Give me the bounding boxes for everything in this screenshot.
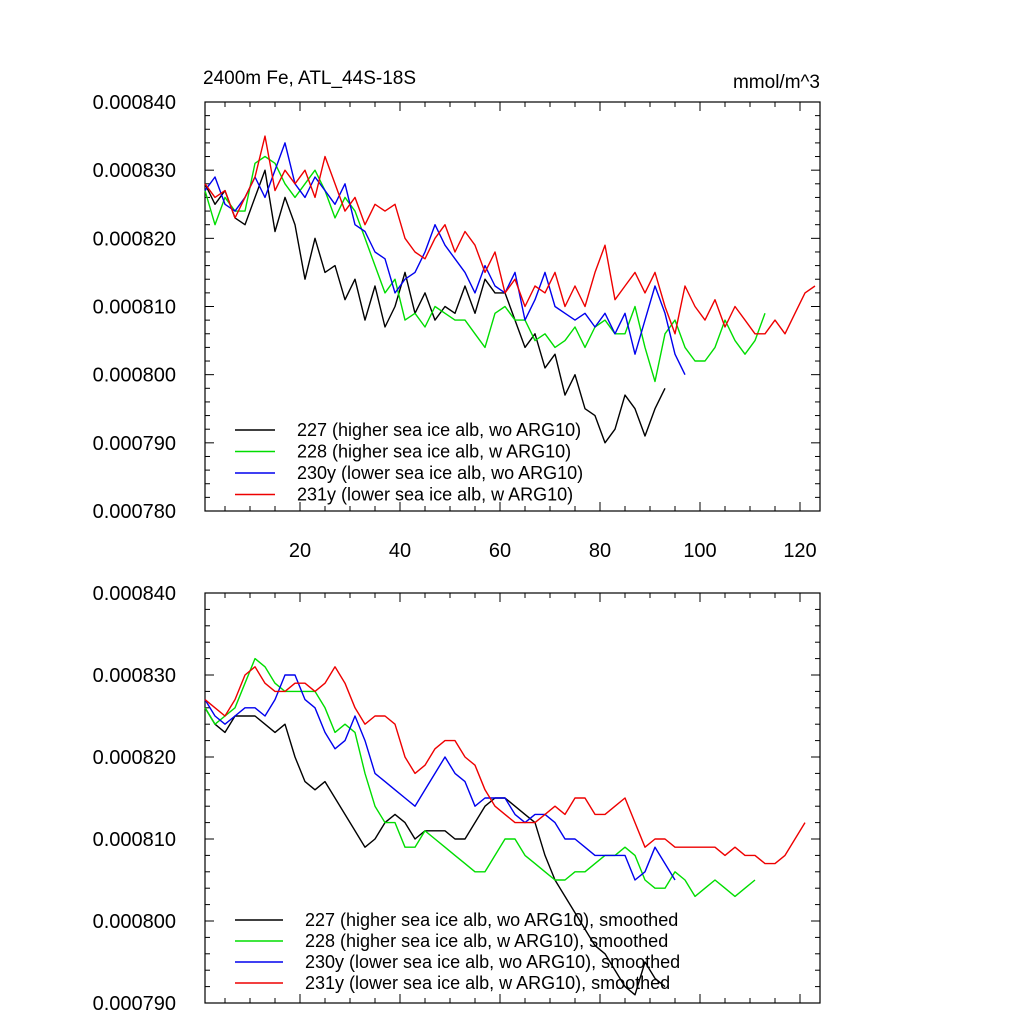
y-tick-label: 0.000830: [93, 665, 176, 687]
legend-label: 231y (lower sea ice alb, w ARG10): [297, 485, 573, 505]
legend-label: 228 (higher sea ice alb, w ARG10), smoot…: [305, 931, 668, 951]
chart-title: 2400m Fe, ATL_44S-18S: [203, 68, 416, 89]
series-line: [204, 135, 816, 335]
y-tick-label: 0.000820: [93, 228, 176, 250]
y-tick-label: 0.000810: [93, 829, 176, 851]
y-tick-labels: 0.000780 0.000790 0.000800 0.000810 0.000820…: [93, 92, 176, 523]
series-line: [204, 674, 676, 881]
x-tick-label: 20: [289, 540, 311, 562]
y-tick-label: 0.000800: [93, 365, 176, 387]
series-lines: [204, 135, 816, 444]
y-tick-labels: 0.000790 0.000800 0.000810 0.000820 0.000830…: [93, 583, 176, 1015]
y-tick-label: 0.000790: [93, 993, 176, 1015]
legend-label: 231y (lower sea ice alb, w ARG10), smoot…: [305, 973, 670, 993]
legend: 227 (higher sea ice alb, wo ARG10), smoo…: [235, 910, 680, 993]
y-tick-label: 0.000790: [93, 433, 176, 455]
series-lines: [204, 657, 806, 996]
series-line: [204, 657, 756, 898]
units-label: mmol/m^3: [733, 72, 820, 93]
series-line: [204, 142, 686, 376]
series-line: [204, 169, 666, 444]
legend-label: 228 (higher sea ice alb, w ARG10): [297, 442, 571, 462]
y-tick-label: 0.000840: [93, 92, 176, 114]
x-tick-labels: 20 40 60 80 100 120: [289, 540, 817, 562]
tick-marks: [205, 101, 820, 512]
series-line: [204, 666, 806, 865]
legend-label: 230y (lower sea ice alb, wo ARG10), smoo…: [305, 952, 680, 972]
legend-label: 227 (higher sea ice alb, wo ARG10), smoo…: [305, 910, 678, 930]
y-tick-label: 0.000800: [93, 911, 176, 933]
tick-marks: [205, 592, 820, 1004]
x-tick-label: 40: [389, 540, 411, 562]
x-tick-label: 80: [589, 540, 611, 562]
y-tick-label: 0.000780: [93, 501, 176, 523]
x-tick-label: 100: [683, 540, 716, 562]
x-tick-label: 60: [489, 540, 511, 562]
top-panel: 2400m Fe, ATL_44S-18S mmol/m^3 0.0007800…: [93, 68, 821, 562]
series-line: [204, 707, 666, 996]
x-tick-label: 120: [783, 540, 816, 562]
y-tick-label: 0.000840: [93, 583, 176, 605]
legend-label: 227 (higher sea ice alb, wo ARG10): [297, 420, 581, 440]
y-tick-label: 0.000830: [93, 160, 176, 182]
legend-label: 230y (lower sea ice alb, wo ARG10): [297, 463, 583, 483]
bottom-panel: 0.000790 0.000800 0.000810 0.000820 0.000830…: [93, 583, 821, 1015]
y-tick-label: 0.000810: [93, 297, 176, 319]
legend: 227 (higher sea ice alb, wo ARG10)228 (h…: [235, 420, 583, 505]
plot-frame: [204, 592, 821, 1004]
y-tick-label: 0.000820: [93, 747, 176, 769]
